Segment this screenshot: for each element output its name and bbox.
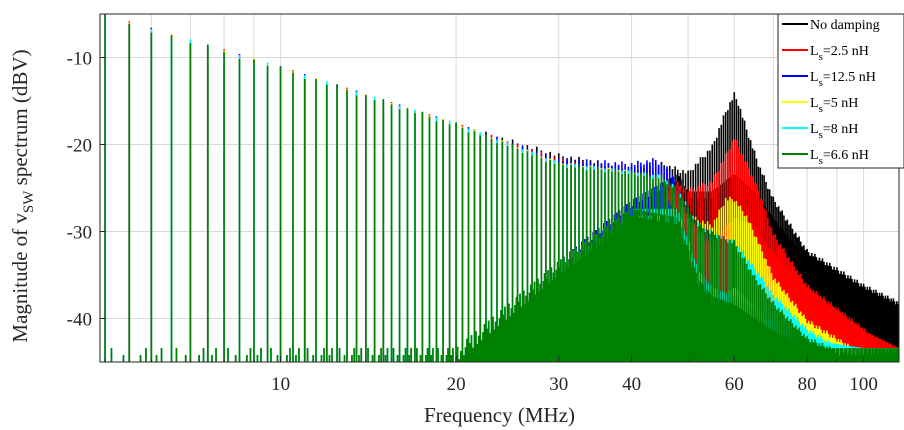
plot-area [104,14,899,362]
legend-label: Ls=6.6 nH [810,148,869,167]
legend-label: Ls=12.5 nH [810,70,876,89]
y-axis-title-subscript: SW [21,190,37,213]
x-axis-title: Frequency (MHz) [424,403,575,427]
axes-box [99,13,900,363]
legend-item: Ls=8 nH [782,122,858,141]
legend-label: No damping [810,18,880,33]
y-tick-label: -40 [67,310,92,331]
x-tick-label: 100 [849,374,878,395]
legend-box [777,13,904,169]
legend-item: No damping [782,18,880,33]
series-ls-6-6-nh [104,14,899,362]
legend-item: Ls=2.5 nH [782,44,869,63]
y-axis-title: Magnitude of vSW spectrum (dBV) [8,49,37,342]
y-tick-label: -20 [67,136,92,157]
x-tick-label: 20 [447,374,466,395]
x-tick-label: 10 [271,374,290,395]
legend-label: Ls=5 nH [810,96,858,115]
y-axis-title-prefix: Magnitude of v [8,213,32,343]
x-tick-label: 60 [725,374,744,395]
legend-item: Ls=12.5 nH [782,70,876,89]
legend-item: Ls=6.6 nH [782,148,869,167]
legend: No damping Ls=2.5 nH Ls=12.5 nH Ls=5 nH Ls=8… [777,13,904,169]
series-line [104,14,899,362]
legend-label: Ls=8 nH [810,122,858,141]
legend-item: Ls=5 nH [782,96,858,115]
y-tick-label: -30 [67,223,92,244]
x-tick-label: 40 [622,374,641,395]
axis-ticks: 10 20 30 40 60 80 100 -40 -30 -20 -10 [67,49,878,396]
y-tick-label: -10 [67,49,92,70]
x-tick-label: 30 [549,374,568,395]
y-axis-title-suffix: spectrum (dBV) [8,49,32,190]
x-tick-label: 80 [798,374,817,395]
legend-label: Ls=2.5 nH [810,44,869,63]
